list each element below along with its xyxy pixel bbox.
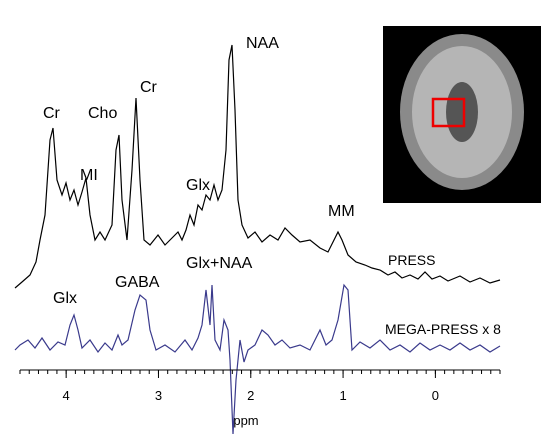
peak-label: Glx <box>53 290 77 307</box>
peak-label: Glx+NAA <box>186 255 253 272</box>
peak-label: MM <box>328 203 355 220</box>
peak-label: Glx <box>186 177 210 194</box>
ventricle <box>446 82 478 142</box>
trace-label: PRESS <box>388 252 435 268</box>
peak-label: GABA <box>115 274 160 291</box>
mega-press-spectrum <box>14 283 501 435</box>
axis-label: ppm <box>233 413 258 428</box>
trace-label: MEGA-PRESS x 8 <box>385 321 501 337</box>
voxel <box>431 97 466 128</box>
tick-label: 0 <box>432 388 439 403</box>
peak-label: Cr <box>140 79 158 96</box>
peak-label: Cr <box>43 105 61 122</box>
peak-label: Cho <box>88 105 117 122</box>
tick-label: 2 <box>247 388 254 403</box>
press-spectrum <box>14 44 501 289</box>
tick-label: 4 <box>63 388 70 403</box>
tick-label: 3 <box>155 388 162 403</box>
peak-label: NAA <box>246 35 279 52</box>
tick-label: 1 <box>339 388 346 403</box>
ticks: 4 3 2 1 0 <box>19 370 501 403</box>
peak-label: MI <box>80 167 98 184</box>
